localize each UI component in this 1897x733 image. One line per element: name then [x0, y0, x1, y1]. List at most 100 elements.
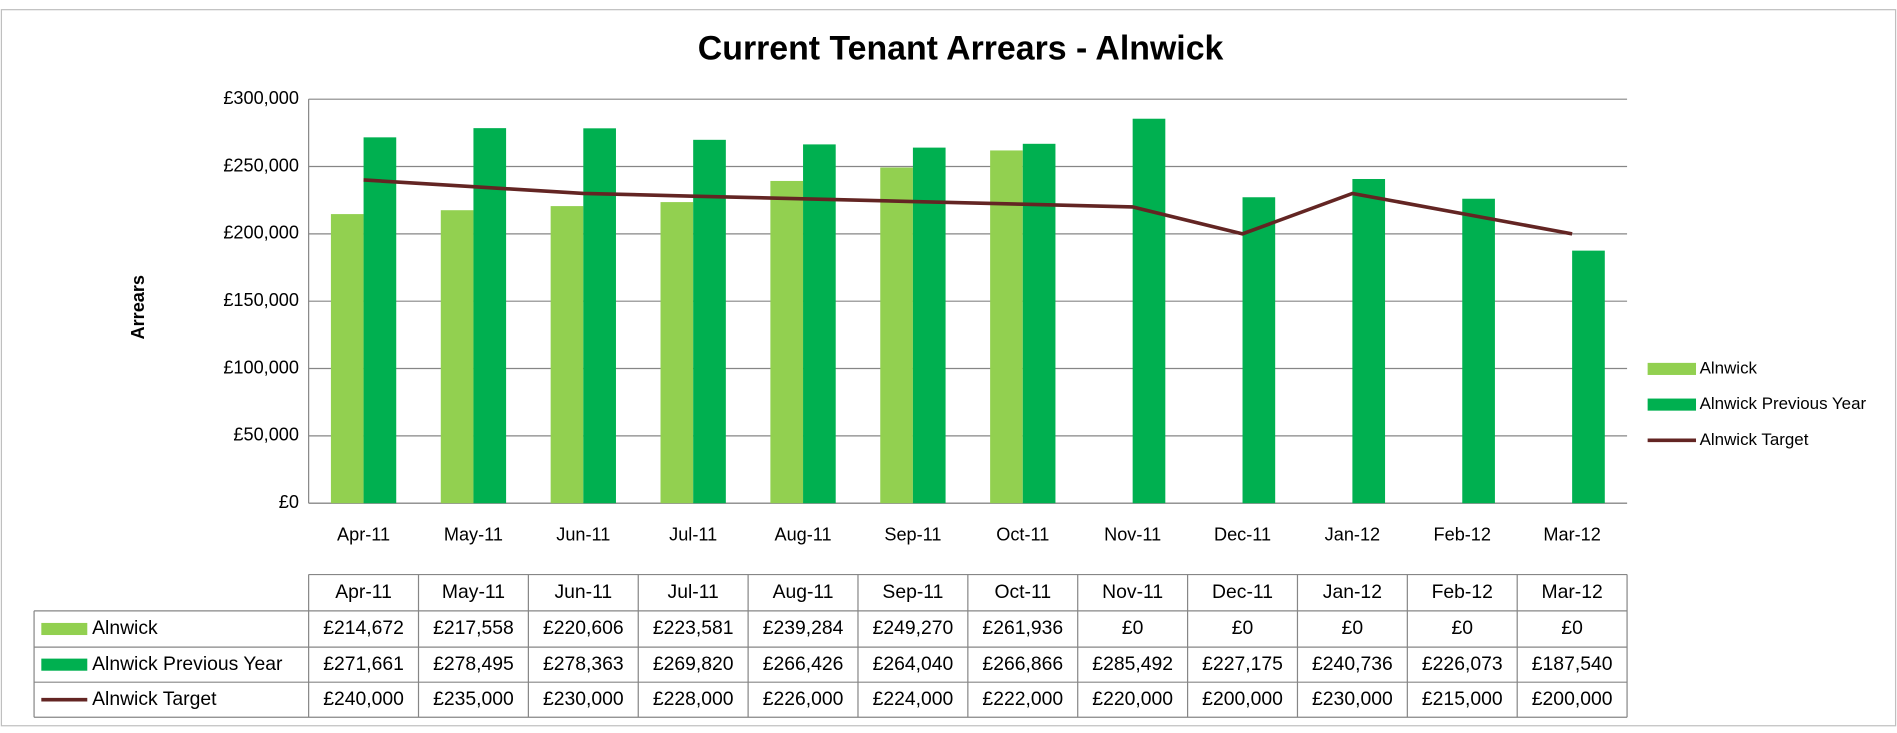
legend-key — [1647, 398, 1697, 411]
table-row-label: Alnwick — [92, 617, 158, 639]
bar — [363, 137, 397, 504]
table-cell: £0 — [1342, 617, 1364, 639]
table-header: Jun-11 — [554, 581, 612, 603]
legend-key — [1647, 362, 1697, 375]
bar — [1352, 178, 1386, 504]
y-tick-label: £50,000 — [233, 425, 299, 445]
table-header: Jan-12 — [1323, 581, 1382, 603]
table-cell: £187,540 — [1532, 653, 1613, 675]
table-cell: £226,073 — [1422, 653, 1503, 675]
bar — [660, 202, 694, 504]
table-cell: £269,820 — [653, 653, 734, 675]
table-cell: £278,495 — [433, 653, 514, 675]
bar — [1132, 118, 1166, 504]
bar — [880, 167, 913, 504]
x-tick-label: May-11 — [444, 525, 503, 545]
y-tick-label: £250,000 — [223, 155, 299, 175]
bar — [473, 128, 507, 504]
x-tick-label: Aug-11 — [774, 525, 831, 545]
chart-title: Current Tenant Arrears - Alnwick — [698, 30, 1224, 68]
y-tick-label: £150,000 — [223, 290, 299, 310]
x-tick-label: Apr-11 — [337, 525, 390, 545]
x-tick-label: Jul-11 — [669, 525, 717, 545]
table-cell: £200,000 — [1532, 688, 1613, 710]
bar — [803, 144, 836, 504]
x-tick-label: Dec-11 — [1214, 525, 1271, 545]
target-line — [363, 178, 1573, 236]
table-header: Aug-11 — [773, 581, 834, 603]
y-tick-label: £200,000 — [223, 223, 299, 243]
y-tick-label: £0 — [279, 492, 299, 512]
table-header: Oct-11 — [994, 581, 1051, 603]
bar — [440, 210, 474, 504]
table-cell: £230,000 — [543, 688, 624, 710]
table-cell: £266,426 — [763, 653, 844, 675]
table-cell: £0 — [1232, 617, 1254, 639]
table-cell: £271,661 — [323, 653, 404, 675]
table-cell: £264,040 — [873, 653, 954, 675]
x-tick-label: Mar-12 — [1543, 525, 1600, 545]
table-cell: £278,363 — [543, 653, 624, 675]
table-row-label: Alnwick Previous Year — [92, 653, 283, 675]
x-tick-label: Sep-11 — [884, 525, 941, 545]
table-cell: £223,581 — [653, 617, 734, 639]
table-cell: £220,000 — [1092, 688, 1173, 710]
table-cell: £222,000 — [982, 688, 1063, 710]
table-row-label: Alnwick Target — [92, 688, 217, 710]
x-tick-label: Jan-12 — [1325, 525, 1380, 545]
table-cell: £0 — [1561, 617, 1583, 639]
y-tick-label: £100,000 — [223, 357, 299, 377]
table-cell: £214,672 — [323, 617, 404, 639]
table-header: Sep-11 — [882, 581, 943, 603]
table-header: Mar-12 — [1541, 581, 1602, 603]
legend-label: Alnwick Target — [1700, 430, 1809, 449]
table-header: Apr-11 — [335, 581, 392, 603]
bar — [1462, 198, 1495, 504]
bar — [693, 139, 726, 504]
table-cell: £215,000 — [1422, 688, 1503, 710]
legend-label: Alnwick — [1700, 358, 1758, 377]
legend-key — [41, 658, 88, 671]
table-cell: £227,175 — [1202, 653, 1283, 675]
table-cell: £249,270 — [873, 617, 954, 639]
table-cell: £224,000 — [873, 688, 954, 710]
table-cell: £240,000 — [323, 688, 404, 710]
bar — [1572, 250, 1605, 504]
bar — [583, 128, 616, 504]
table-header: Jul-11 — [668, 581, 719, 603]
table-cell: £220,606 — [543, 617, 624, 639]
bar — [1022, 143, 1056, 504]
y-axis-title: Arrears — [128, 275, 148, 340]
table-cell: £235,000 — [433, 688, 514, 710]
table-cell: £230,000 — [1312, 688, 1393, 710]
bar — [770, 180, 804, 504]
legend-label: Alnwick Previous Year — [1700, 394, 1867, 413]
table-header: Nov-11 — [1102, 581, 1163, 603]
table-cell: £240,736 — [1312, 653, 1393, 675]
x-tick-label: Feb-12 — [1434, 525, 1491, 545]
table-header: Dec-11 — [1212, 581, 1273, 603]
legend-key — [41, 622, 88, 636]
bar — [1242, 197, 1276, 504]
table-cell: £261,936 — [982, 617, 1063, 639]
table-cell: £228,000 — [653, 688, 734, 710]
x-tick-label: Oct-11 — [996, 525, 1049, 545]
table-cell: £285,492 — [1092, 653, 1173, 675]
table-cell: £200,000 — [1202, 688, 1283, 710]
table-cell: £266,866 — [982, 653, 1063, 675]
table-cell: £0 — [1122, 617, 1144, 639]
table-header: May-11 — [442, 581, 505, 603]
bar — [330, 214, 364, 504]
table-cell: £239,284 — [763, 617, 844, 639]
bar — [912, 147, 946, 504]
table-cell: £217,558 — [433, 617, 514, 639]
table-cell: £0 — [1451, 617, 1473, 639]
table-header: Feb-12 — [1432, 581, 1493, 603]
bar — [990, 150, 1023, 504]
y-tick-label: £300,000 — [223, 88, 299, 108]
x-tick-label: Nov-11 — [1104, 525, 1161, 545]
bar — [550, 206, 584, 504]
table-cell: £226,000 — [763, 688, 844, 710]
x-tick-label: Jun-11 — [556, 525, 610, 545]
